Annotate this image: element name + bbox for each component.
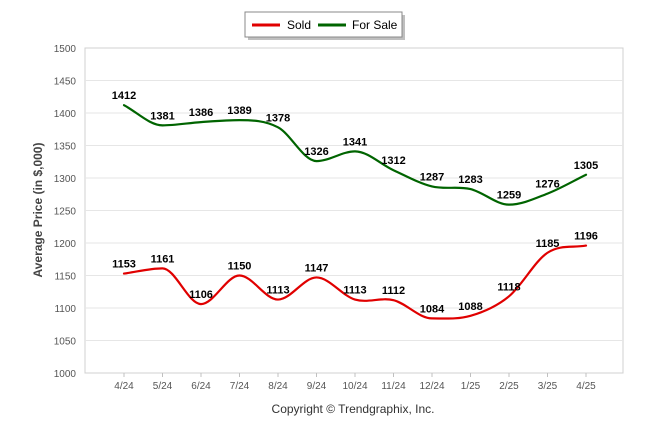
data-label-for-sale: 1326: [304, 146, 328, 158]
data-label-sold: 1088: [458, 301, 482, 313]
data-label-sold: 1112: [382, 285, 405, 297]
legend[interactable]: Sold For Sale: [244, 11, 405, 40]
x-tick-label: 12/24: [419, 381, 444, 392]
data-label-for-sale: 1287: [420, 171, 444, 183]
x-tick-label: 1/25: [461, 381, 481, 392]
data-label-sold: 1147: [305, 262, 329, 274]
x-tick-label: 6/24: [191, 381, 211, 392]
legend-label-sold[interactable]: Sold: [287, 18, 311, 32]
y-tick-label: 1000: [54, 369, 77, 380]
data-label-for-sale: 1381: [150, 110, 174, 122]
x-tick-label: 8/24: [268, 381, 288, 392]
data-label-sold: 1153: [112, 259, 136, 271]
data-label-sold: 1113: [343, 285, 366, 297]
y-tick-label: 1100: [54, 304, 76, 315]
y-tick-label: 1350: [54, 142, 77, 153]
x-tick-label: 5/24: [153, 381, 173, 392]
x-tick-label: 4/24: [114, 381, 134, 392]
x-tick-label: 9/24: [307, 381, 327, 392]
data-label-for-sale: 1341: [343, 136, 367, 148]
data-label-for-sale: 1276: [535, 179, 559, 191]
y-tick-label: 1200: [54, 239, 77, 250]
copyright-text: Copyright © Trendgraphix, Inc.: [272, 402, 435, 416]
x-tick-label: 2/25: [499, 381, 519, 392]
y-axis-title: Average Price (in $,000): [31, 143, 45, 278]
x-tick-label: 3/25: [538, 381, 558, 392]
x-tick-label: 4/25: [576, 381, 596, 392]
data-label-for-sale: 1312: [381, 155, 405, 167]
y-tick-label: 1050: [54, 337, 77, 348]
data-label-sold: 1118: [497, 281, 520, 293]
data-label-for-sale: 1412: [112, 90, 136, 102]
data-label-for-sale: 1389: [227, 105, 251, 117]
data-label-for-sale: 1386: [189, 107, 213, 119]
x-axis-ticks: 4/24 5/24 6/24 7/24 8/24 9/24 10/24 11/24 12/24 1…: [114, 373, 596, 392]
data-label-for-sale: 1305: [574, 160, 598, 172]
y-tick-label: 1250: [54, 207, 77, 218]
y-tick-label: 1450: [54, 77, 77, 88]
x-tick-label: 10/24: [342, 381, 367, 392]
data-label-sold: 1106: [189, 289, 213, 301]
series-line-sold: [122, 244, 588, 320]
data-label-sold: 1185: [536, 238, 560, 250]
y-tick-label: 1500: [54, 44, 77, 55]
data-label-sold: 1150: [228, 261, 252, 273]
x-tick-label: 11/24: [381, 381, 406, 392]
data-label-sold: 1084: [420, 303, 445, 315]
data-label-for-sale: 1283: [458, 174, 482, 186]
series-lines: [122, 104, 588, 320]
y-tick-label: 1150: [54, 272, 76, 283]
legend-label-for-sale[interactable]: For Sale: [352, 18, 398, 32]
y-tick-label: 1300: [54, 174, 77, 185]
data-labels: 1153 1161 1106 1150 1113 1147 1113 1112 1084 1088…: [112, 90, 598, 315]
data-label-for-sale: 1378: [266, 112, 290, 124]
series-line-for-sale: [122, 104, 588, 206]
data-label-sold: 1196: [574, 231, 598, 243]
grid-lines: [85, 80, 623, 341]
data-label-sold: 1113: [266, 285, 289, 297]
data-label-sold: 1161: [151, 253, 175, 265]
data-label-for-sale: 1259: [497, 190, 521, 202]
x-tick-label: 7/24: [230, 381, 250, 392]
y-tick-label: 1400: [54, 109, 77, 120]
y-axis-ticks: 1000 1050 1100 1150 1200 1250 1300 1350 1400 1450…: [54, 44, 77, 380]
